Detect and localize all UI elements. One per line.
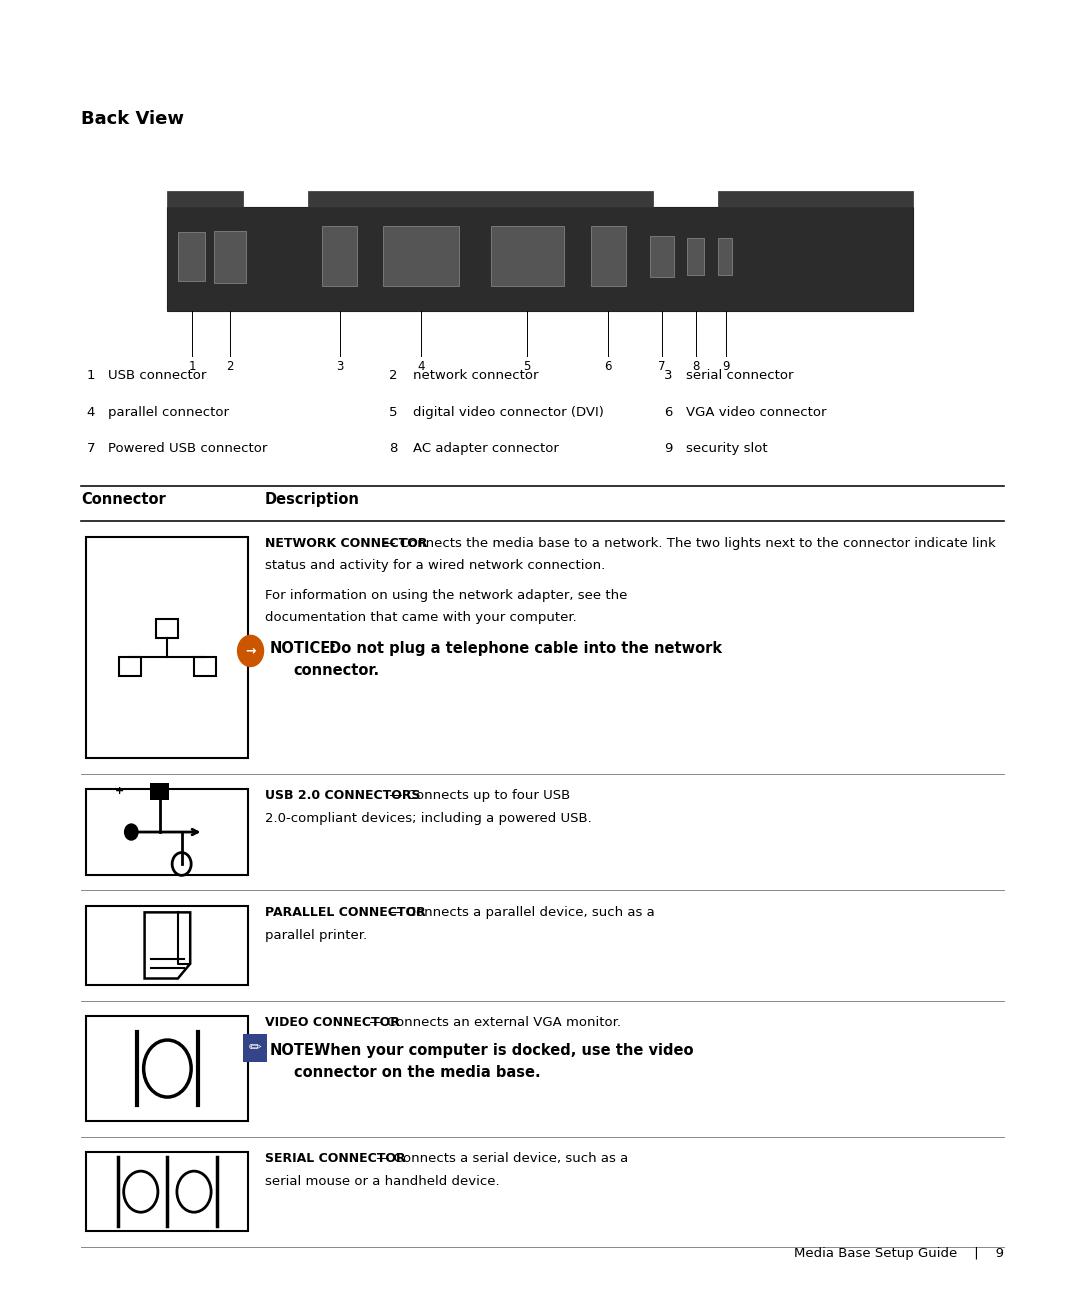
Text: 8: 8	[389, 442, 397, 455]
Text: serial mouse or a handheld device.: serial mouse or a handheld device.	[265, 1175, 499, 1188]
FancyBboxPatch shape	[167, 207, 913, 311]
Bar	[86, 906, 248, 985]
Text: USB 2.0 CONNECTORS: USB 2.0 CONNECTORS	[265, 789, 420, 802]
Text: AC adapter connector: AC adapter connector	[413, 442, 558, 455]
Text: When your computer is docked, use the video: When your computer is docked, use the vi…	[309, 1043, 693, 1058]
Text: — Connects up to four USB: — Connects up to four USB	[386, 789, 570, 802]
Text: 2: 2	[389, 369, 397, 382]
Bar	[308, 191, 653, 207]
Text: 8: 8	[692, 360, 699, 373]
Bar	[167, 191, 243, 207]
Bar	[150, 783, 170, 800]
Bar	[491, 226, 564, 286]
Bar	[718, 191, 913, 207]
Bar	[591, 226, 626, 286]
Bar	[650, 236, 674, 277]
Bar	[86, 537, 248, 758]
Circle shape	[124, 824, 138, 840]
Text: 7: 7	[86, 442, 95, 455]
Text: 3: 3	[664, 369, 673, 382]
Text: — Connects a serial device, such as a: — Connects a serial device, such as a	[372, 1152, 627, 1165]
Text: documentation that came with your computer.: documentation that came with your comput…	[265, 612, 577, 625]
Text: NOTICE:: NOTICE:	[270, 640, 337, 656]
Bar	[119, 657, 140, 677]
Bar	[687, 238, 704, 275]
Bar	[383, 226, 459, 286]
Bar	[214, 231, 246, 283]
Text: Description: Description	[265, 492, 360, 508]
Text: security slot: security slot	[686, 442, 768, 455]
Bar	[322, 226, 357, 286]
Text: connector.: connector.	[294, 664, 380, 678]
Text: 2: 2	[227, 360, 233, 373]
Bar	[86, 789, 248, 875]
Text: parallel connector: parallel connector	[108, 406, 229, 419]
Text: digital video connector (DVI): digital video connector (DVI)	[413, 406, 604, 419]
Text: NETWORK CONNECTOR: NETWORK CONNECTOR	[265, 537, 427, 550]
Circle shape	[238, 635, 264, 666]
Text: 1: 1	[86, 369, 95, 382]
Text: SERIAL CONNECTOR: SERIAL CONNECTOR	[265, 1152, 405, 1165]
Text: NOTE:: NOTE:	[270, 1043, 321, 1058]
Text: Back View: Back View	[81, 110, 184, 128]
Text: 6: 6	[605, 360, 611, 373]
Text: 4: 4	[418, 360, 424, 373]
Text: VGA video connector: VGA video connector	[686, 406, 826, 419]
Text: ✏: ✏	[248, 1041, 261, 1055]
Text: — Connects a parallel device, such as a: — Connects a parallel device, such as a	[386, 906, 654, 919]
Bar	[194, 657, 216, 677]
Bar	[718, 238, 732, 275]
Text: Connector: Connector	[81, 492, 165, 508]
Text: 7: 7	[659, 360, 665, 373]
Text: status and activity for a wired network connection.: status and activity for a wired network …	[265, 560, 605, 573]
Bar	[86, 1016, 248, 1121]
Text: network connector: network connector	[413, 369, 538, 382]
Text: serial connector: serial connector	[686, 369, 794, 382]
Text: VIDEO CONNECTOR: VIDEO CONNECTOR	[265, 1016, 400, 1029]
Text: — Connects an external VGA monitor.: — Connects an external VGA monitor.	[365, 1016, 621, 1029]
Text: Media Base Setup Guide    |    9: Media Base Setup Guide | 9	[795, 1247, 1004, 1260]
Text: →: →	[245, 644, 256, 657]
Text: 9: 9	[664, 442, 673, 455]
Text: 3: 3	[337, 360, 343, 373]
Text: For information on using the network adapter, see the: For information on using the network ada…	[265, 588, 627, 601]
Text: parallel printer.: parallel printer.	[265, 929, 367, 942]
Text: 4: 4	[86, 406, 95, 419]
Bar	[243, 1034, 267, 1063]
Text: 5: 5	[524, 360, 530, 373]
Text: 5: 5	[389, 406, 397, 419]
Text: 1: 1	[189, 360, 195, 373]
Text: +: +	[116, 785, 124, 796]
Text: 6: 6	[664, 406, 673, 419]
Text: connector on the media base.: connector on the media base.	[294, 1065, 540, 1081]
Text: Do not plug a telephone cable into the network: Do not plug a telephone cable into the n…	[324, 640, 723, 656]
Text: 9: 9	[723, 360, 729, 373]
Bar	[157, 618, 178, 638]
Text: USB connector: USB connector	[108, 369, 206, 382]
Text: Powered USB connector: Powered USB connector	[108, 442, 268, 455]
Text: 2.0-compliant devices; including a powered USB.: 2.0-compliant devices; including a power…	[265, 811, 592, 826]
Bar	[86, 1152, 248, 1231]
Text: PARALLEL CONNECTOR: PARALLEL CONNECTOR	[265, 906, 426, 919]
Text: — Connects the media base to a network. The two lights next to the connector ind: — Connects the media base to a network. …	[378, 537, 996, 550]
Bar	[178, 232, 205, 281]
